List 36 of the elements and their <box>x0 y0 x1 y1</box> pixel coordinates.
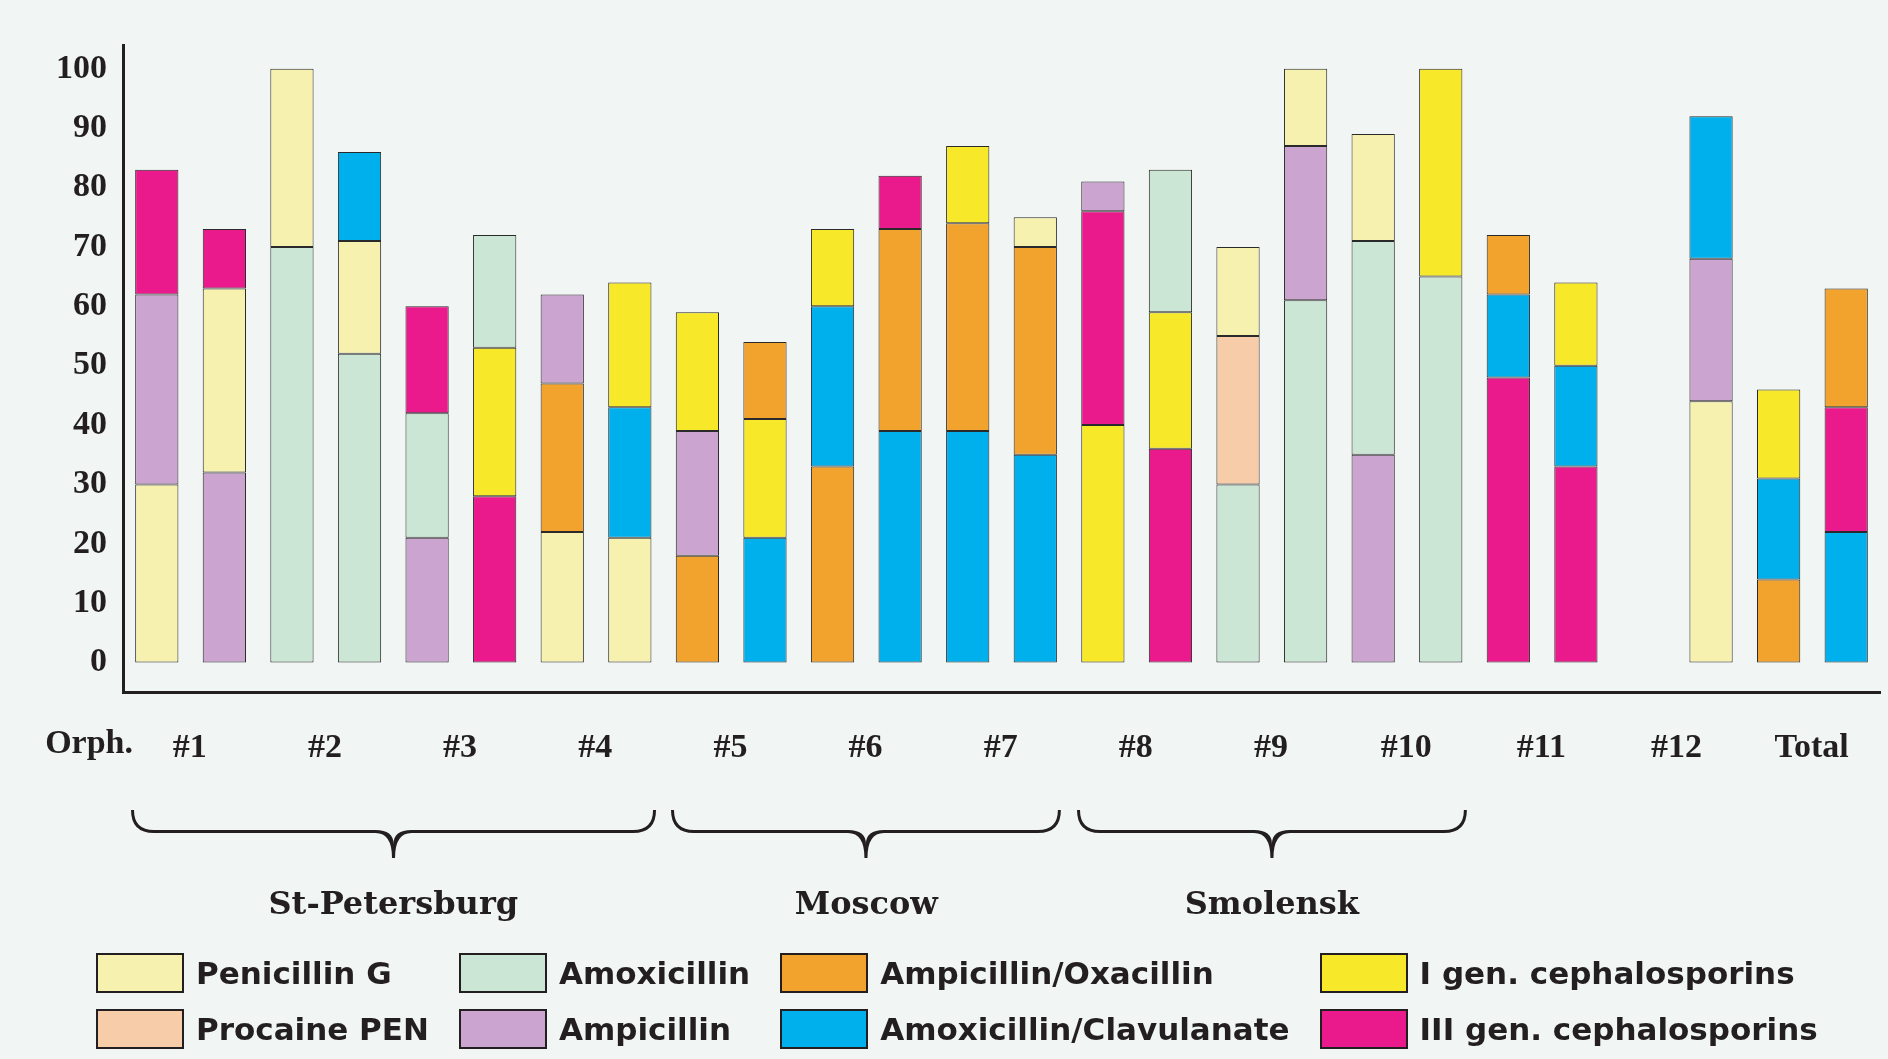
x-tick-label: #11 <box>1516 727 1566 765</box>
legend-label: Amoxicillin <box>558 955 751 991</box>
text: St-Petersburg <box>267 884 520 922</box>
text: Smolensk <box>1183 884 1361 922</box>
x-tick-label: #9 <box>1254 727 1289 765</box>
x-tick-label: #5 <box>713 727 748 765</box>
y-tick-label: 10 <box>73 581 107 619</box>
text: Moscow <box>793 884 940 922</box>
legend-label: Ampicillin <box>558 1011 732 1047</box>
x-tick-label: #3 <box>443 727 478 765</box>
x-tick-label: #6 <box>848 727 883 765</box>
y-tick-label: 30 <box>73 463 107 501</box>
legend-label: I gen. cephalosporins <box>1419 955 1795 991</box>
y-tick-label: 100 <box>56 47 107 85</box>
x-tick-label: #1 <box>172 727 207 765</box>
x-axis-title: Orph. <box>45 722 133 760</box>
x-tick-label: #12 <box>1650 727 1702 765</box>
y-tick-label: 40 <box>73 403 107 441</box>
legend-label: III gen. cephalosporins <box>1419 1011 1818 1047</box>
y-tick-label: 80 <box>73 166 107 204</box>
legend-label: Amoxicillin/Clavulanate <box>880 1011 1290 1047</box>
x-tick-label: #2 <box>307 727 342 765</box>
x-tick-label: #7 <box>983 727 1018 765</box>
legend-label: Procaine PEN <box>196 1011 429 1047</box>
y-tick-label: 90 <box>73 106 107 144</box>
y-tick-label: 20 <box>73 522 107 560</box>
legend-label: Penicillin G <box>196 955 392 991</box>
x-tick-label: #10 <box>1380 727 1432 765</box>
y-tick-label: 50 <box>73 344 107 382</box>
x-tick-label: #4 <box>578 727 613 765</box>
x-tick-label: Total <box>1774 727 1849 765</box>
x-tick-label: #8 <box>1118 727 1153 765</box>
y-tick-label: 70 <box>73 225 107 263</box>
y-tick-label: 0 <box>90 641 107 679</box>
legend-label: Ampicillin/Oxacillin <box>880 955 1214 991</box>
y-tick-label: 60 <box>73 285 107 323</box>
